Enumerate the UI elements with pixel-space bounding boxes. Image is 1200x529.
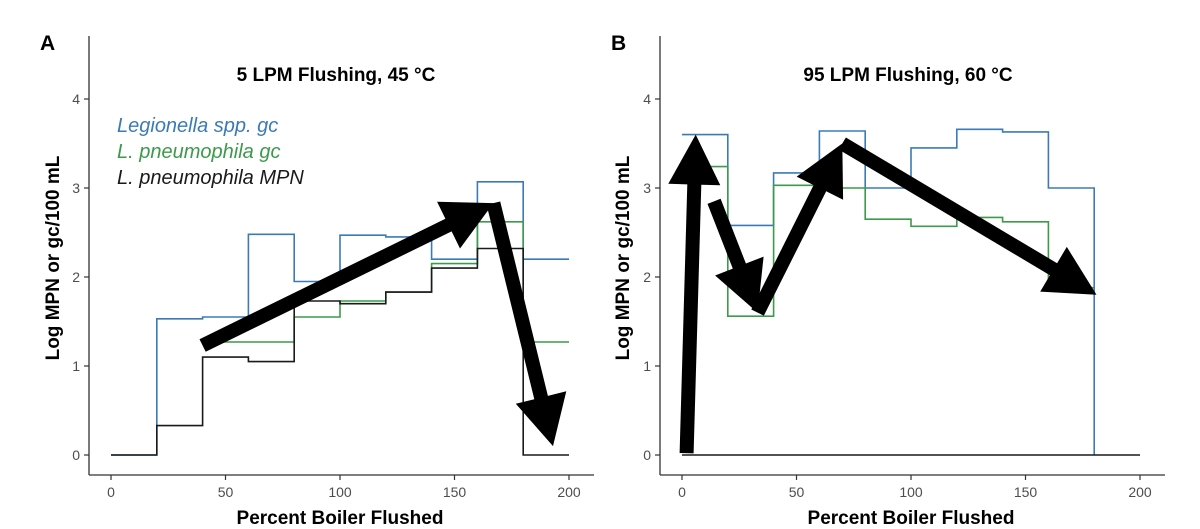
panel-b-x-axis-title: Percent Boiler Flushed	[808, 508, 1015, 529]
panel-b: B 95 LPM Flushing, 60 °C Percent Boiler …	[611, 32, 1165, 529]
panel-b-y-axis-title: Log MPN or gc/100 mL	[613, 155, 634, 360]
x-tick-label: 50	[789, 484, 805, 500]
annotation-arrow	[668, 134, 721, 454]
y-tick-label: 4	[643, 91, 651, 107]
x-tick-label: 200	[1128, 484, 1152, 500]
annotation-arrow	[199, 201, 494, 352]
x-tick-label: 100	[899, 484, 923, 500]
x-tick-label: 50	[218, 484, 234, 500]
annotation-arrow	[486, 201, 567, 447]
x-tick-label: 100	[328, 484, 352, 500]
panel-b-plot-area: 0 1 2 3 4 0 50 100 150 200	[643, 36, 1165, 500]
panel-a: A 5 LPM Flushing, 45 °C Percent Boiler F…	[40, 32, 594, 529]
x-tick-label: 0	[107, 484, 115, 500]
y-tick-label: 2	[72, 269, 80, 285]
x-tick-label: 0	[678, 484, 686, 500]
panel-b-title: 95 LPM Flushing, 60 °C	[803, 65, 1013, 86]
y-tick-label: 0	[643, 447, 651, 463]
y-tick-label: 2	[643, 269, 651, 285]
y-tick-label: 1	[643, 358, 651, 374]
y-tick-label: 4	[72, 91, 80, 107]
panel-a-plot-area: 0 1 2 3 4 0 50 100 150 200	[72, 36, 594, 500]
x-tick-label: 200	[557, 484, 581, 500]
legend-item-l-pneumophila-gc: L. pneumophila gc	[117, 141, 280, 163]
x-tick-label: 150	[1014, 484, 1038, 500]
x-tick-label: 150	[443, 484, 467, 500]
y-tick-label: 3	[72, 180, 80, 196]
y-tick-label: 3	[643, 180, 651, 196]
series-line-l-pneumophila-mpn	[111, 247, 569, 456]
annotation-arrow	[707, 198, 764, 313]
series-line-legionella-spp-gc	[111, 181, 569, 456]
panel-a-x-axis-title: Percent Boiler Flushed	[237, 508, 444, 529]
panel-a-y-axis-title: Log MPN or gc/100 mL	[43, 155, 64, 360]
y-tick-label: 0	[72, 447, 80, 463]
legend-item-legionella-spp-gc: Legionella spp. gc	[117, 115, 278, 137]
series-line-l-pneumophila-gc	[682, 165, 1095, 317]
panel-a-letter: A	[40, 32, 55, 55]
panel-b-letter: B	[611, 32, 626, 55]
legend-item-l-pneumophila-mpn: L. pneumophila MPN	[117, 167, 304, 189]
annotation-arrow	[751, 143, 844, 316]
y-tick-label: 1	[72, 358, 80, 374]
panel-a-title: 5 LPM Flushing, 45 °C	[237, 65, 436, 86]
annotation-arrow	[838, 137, 1097, 295]
